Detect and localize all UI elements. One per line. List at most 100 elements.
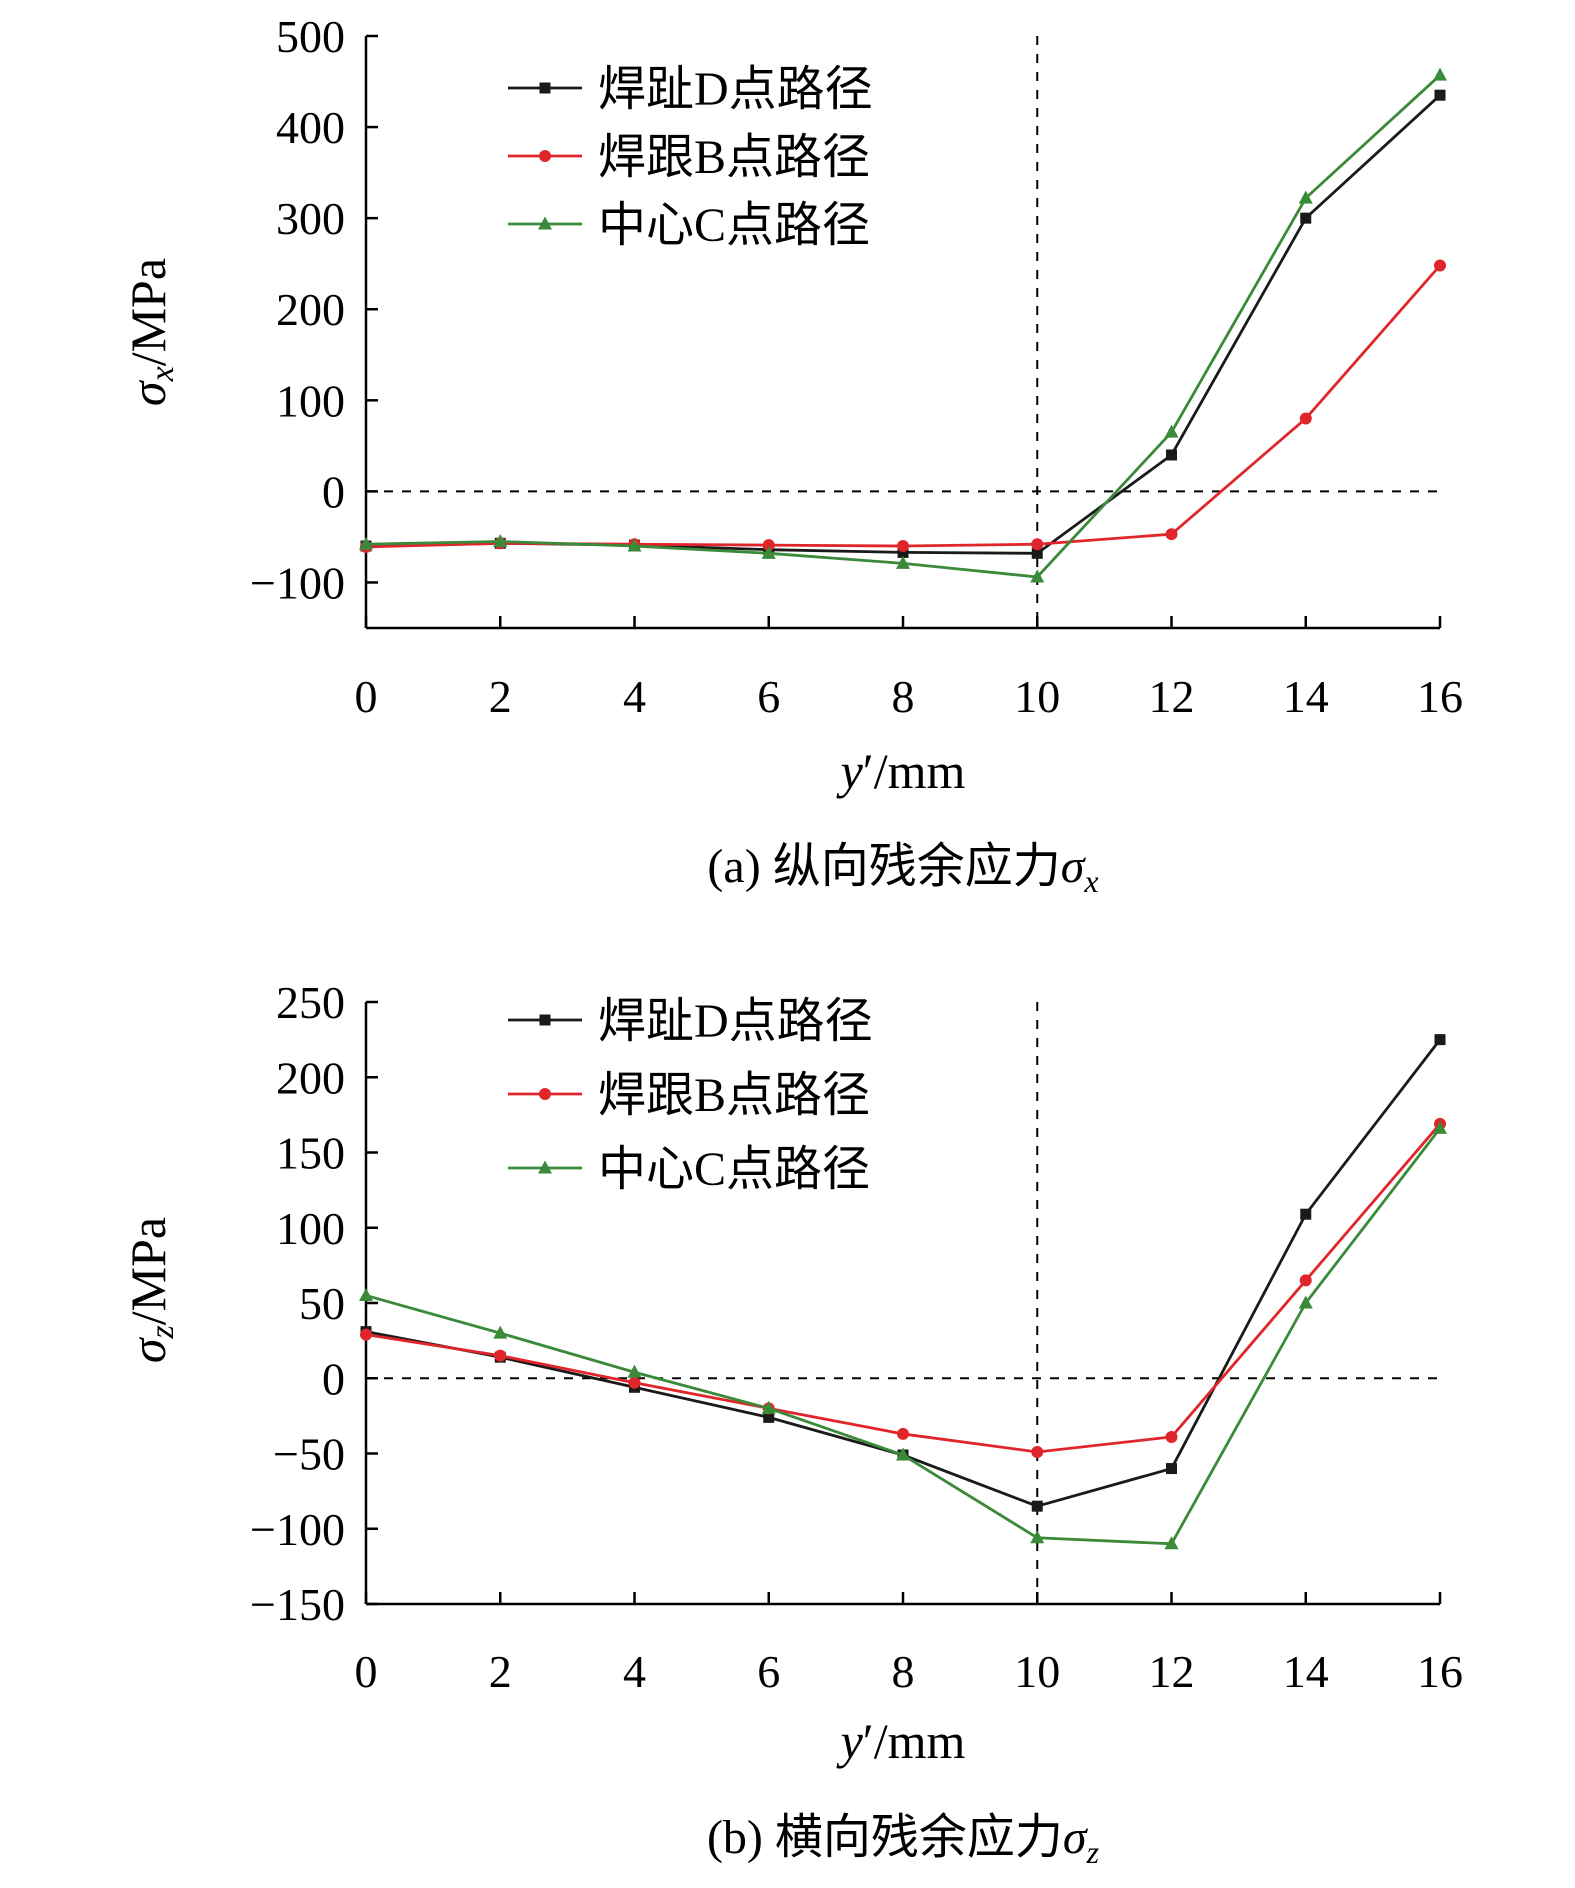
caption-symbol: σ xyxy=(1061,840,1087,893)
x-axis-label: y′/mm xyxy=(836,1713,966,1769)
series-line xyxy=(365,1122,1442,1454)
series-circle xyxy=(360,259,1446,553)
data-point xyxy=(1434,1034,1446,1046)
data-point xyxy=(1164,1536,1179,1550)
data-point xyxy=(1166,449,1177,461)
x-tick-label: 10 xyxy=(1014,671,1060,722)
data-point xyxy=(763,1411,775,1423)
caption-symbol: σ xyxy=(1063,1811,1089,1864)
x-axis-label-unit: ′/mm xyxy=(863,1713,966,1769)
y-tick-label: 50 xyxy=(299,1278,345,1329)
x-axis-label: y′/mm xyxy=(836,743,966,799)
data-point xyxy=(628,1376,641,1389)
x-tick-label: 2 xyxy=(489,1646,512,1697)
series-line xyxy=(365,94,1441,555)
chart-a: 500 400 300 200 100 0 −100 0 2 4 6 8 10 12 14 16 焊趾D点路径焊… xyxy=(120,11,1463,899)
data-point xyxy=(1166,1463,1177,1475)
data-point xyxy=(1300,212,1312,224)
x-tick-label: 14 xyxy=(1283,671,1329,722)
legend-label: 焊跟B点路径 xyxy=(598,1069,870,1122)
y-axis-label-unit: /MPa xyxy=(120,1217,176,1325)
legend-marker xyxy=(539,1088,551,1100)
data-point xyxy=(1031,1445,1044,1458)
x-tick-label: 16 xyxy=(1417,1646,1463,1697)
data-point xyxy=(493,533,508,547)
y-axis-label-subscript: x xyxy=(144,366,181,382)
data-point xyxy=(896,555,910,569)
caption-subscript: z xyxy=(1086,1834,1100,1870)
data-point xyxy=(1299,1274,1312,1287)
x-tick-label: 14 xyxy=(1283,1646,1329,1697)
caption-text: (b) 横向残余应力 xyxy=(707,1811,1063,1864)
data-point xyxy=(494,1349,507,1362)
data-point xyxy=(1031,538,1044,551)
caption-text: (a) 纵向残余应力 xyxy=(707,840,1060,893)
data-point xyxy=(359,536,373,550)
y-axis-label: σx/MPa xyxy=(120,258,181,406)
data-point xyxy=(1165,528,1178,541)
y-tick-label: 0 xyxy=(322,1353,345,1404)
x-axis-label-unit: ′/mm xyxy=(863,743,966,799)
data-point xyxy=(493,1325,508,1339)
x-axis-label-var: y xyxy=(836,1713,864,1769)
legend-label: 焊趾D点路径 xyxy=(598,995,873,1048)
y-tick-label: 500 xyxy=(276,11,345,62)
legend-marker xyxy=(539,82,551,94)
data-point xyxy=(627,538,642,552)
data-point xyxy=(896,1447,910,1461)
data-point xyxy=(761,545,776,559)
legend-label: 焊跟B点路径 xyxy=(598,131,870,184)
y-axis-label-subscript: z xyxy=(144,1325,181,1339)
x-tick-label: 10 xyxy=(1014,1646,1060,1697)
data-point xyxy=(359,1287,373,1301)
x-tick-label: 12 xyxy=(1149,1646,1195,1697)
data-point xyxy=(897,546,909,558)
x-tick-label: 2 xyxy=(489,671,512,722)
legend-marker xyxy=(539,1014,551,1026)
x-tick-label: 8 xyxy=(892,671,915,722)
series-square xyxy=(360,89,1446,559)
data-point xyxy=(1030,569,1045,583)
x-tick-label: 4 xyxy=(623,1646,646,1697)
y-tick-label: 100 xyxy=(276,1203,345,1254)
y-axis-label-symbol: σ xyxy=(120,379,176,406)
y-tick-label: 200 xyxy=(276,1052,345,1103)
data-point xyxy=(1434,89,1446,101)
series-line xyxy=(365,1127,1442,1546)
legend-marker xyxy=(538,1160,552,1174)
y-tick-label: −100 xyxy=(250,557,345,608)
legend-label: 中心C点路径 xyxy=(598,1143,870,1196)
y-tick-label: 100 xyxy=(276,375,345,426)
legend-label: 焊趾D点路径 xyxy=(598,63,873,116)
data-point xyxy=(1300,1208,1312,1220)
x-tick-label: 8 xyxy=(892,1646,915,1697)
y-axis-label-symbol: σ xyxy=(120,1336,176,1363)
x-tick-label: 16 xyxy=(1417,671,1463,722)
data-point xyxy=(1031,1500,1043,1512)
data-point xyxy=(1433,67,1447,81)
legend-marker xyxy=(539,150,551,162)
x-tick-label: 6 xyxy=(757,671,780,722)
y-tick-label: −100 xyxy=(250,1504,345,1555)
series-triangle xyxy=(359,1120,1447,1550)
data-point xyxy=(1298,1295,1313,1309)
caption-subscript: x xyxy=(1083,863,1098,899)
data-point xyxy=(1433,1120,1447,1134)
y-tick-label: 250 xyxy=(276,977,345,1028)
y-tick-label: 400 xyxy=(276,102,345,153)
series-triangle xyxy=(359,67,1447,583)
legend-marker xyxy=(538,216,552,230)
y-tick-label: −150 xyxy=(250,1579,345,1630)
data-point xyxy=(360,1328,372,1341)
y-tick-label: 200 xyxy=(276,284,345,335)
x-axis-label-var: y xyxy=(836,743,864,799)
y-axis-label: σz/MPa xyxy=(120,1217,181,1363)
data-point xyxy=(1298,190,1313,204)
y-tick-label: −50 xyxy=(273,1429,345,1480)
chart-caption: (a) 纵向残余应力σx xyxy=(707,840,1098,899)
y-axis-label-unit: /MPa xyxy=(120,258,176,366)
data-point xyxy=(897,540,909,553)
